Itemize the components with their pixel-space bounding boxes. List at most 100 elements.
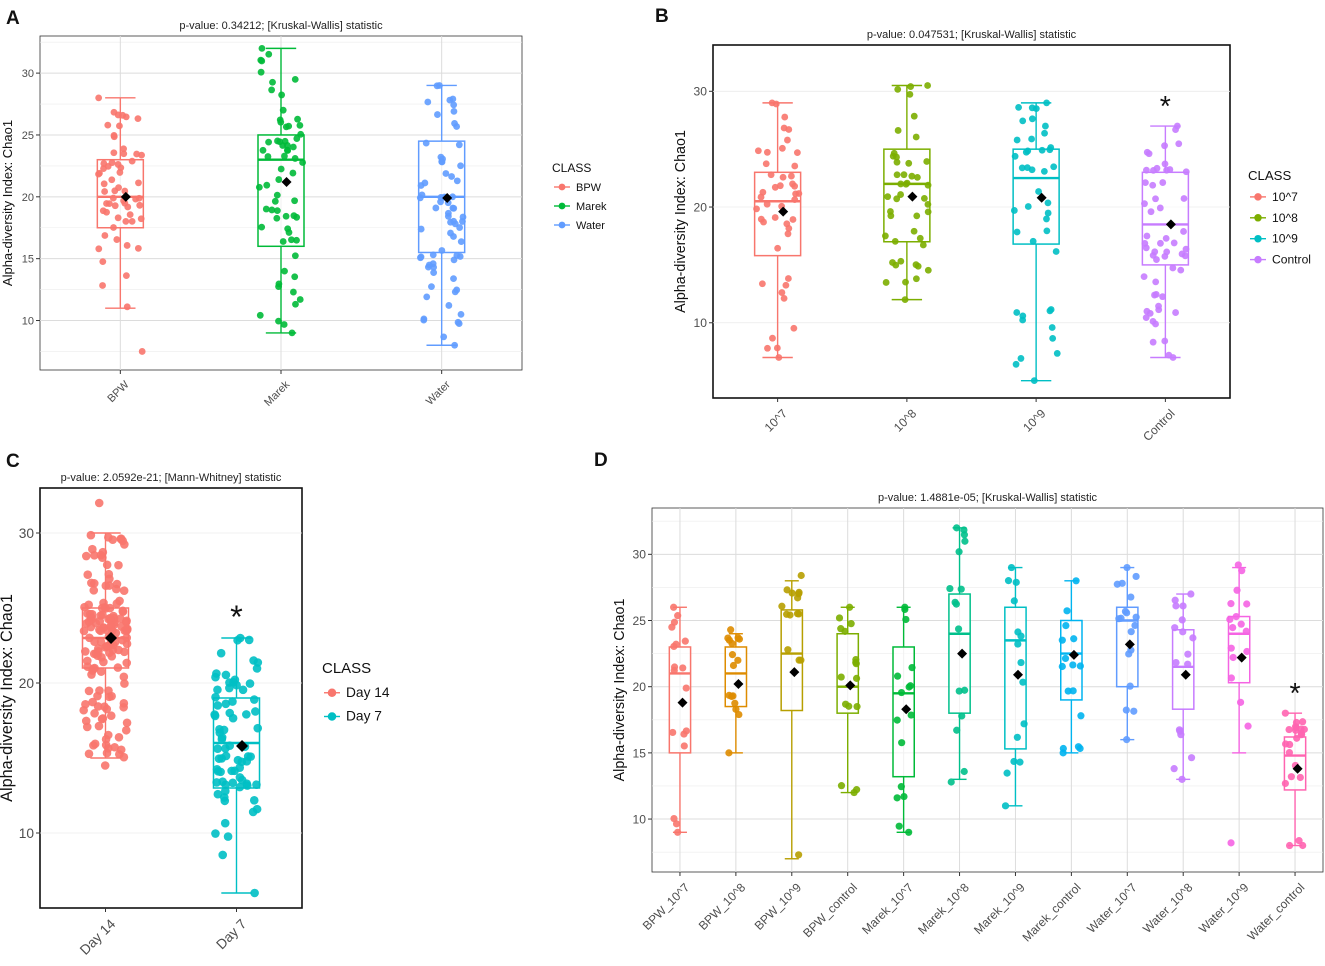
data-point [103,744,113,753]
data-point [837,625,845,633]
data-point [213,744,222,754]
box-group [881,82,932,304]
data-point [670,603,678,611]
data-point [1010,207,1018,214]
data-point [284,147,292,154]
data-point [1123,736,1131,744]
plot-area [39,487,303,909]
data-point [1172,309,1179,316]
data-point [96,626,105,636]
data-point [251,707,260,716]
data-point [1292,726,1300,734]
data-point [1012,360,1020,368]
data-point [1143,148,1151,156]
data-point [278,91,286,99]
data-point [960,526,968,534]
data-point [1184,660,1192,668]
data-point [118,606,128,616]
data-point [1048,324,1056,331]
data-point [115,184,122,192]
data-point [1172,602,1180,610]
data-point [853,786,861,794]
legend-entry: Day 7 [346,709,382,724]
mean-marker [281,176,292,187]
significance-asterisk: * [1289,678,1300,710]
mean-marker [105,632,118,644]
y-axis-label: Alpha-diversity Index: Chao1 [0,120,15,286]
data-point [1015,103,1022,111]
data-point [417,225,425,233]
data-point [103,208,110,216]
data-point [288,236,295,244]
data-point [219,793,229,802]
box-group [1113,563,1140,744]
data-point [105,200,113,208]
data-point [793,149,801,156]
data-point [1061,654,1070,663]
data-point [82,722,92,732]
data-point [256,311,264,319]
data-point [274,137,281,145]
mean-marker [907,191,918,202]
data-point [249,795,259,805]
data-point [273,214,281,222]
data-point [275,317,282,325]
data-point [88,697,97,707]
mean-marker [733,679,744,690]
data-point [897,688,906,697]
data-point [299,159,307,166]
data-point [265,138,272,146]
panel-label: B [655,6,669,27]
data-point [1229,623,1237,632]
data-point [1020,720,1028,728]
data-point [1044,199,1052,207]
data-point [791,182,799,190]
data-point [90,551,99,560]
legend-entry: BPW [576,182,602,194]
data-point [897,180,905,188]
data-point [216,767,225,777]
data-point [845,603,854,611]
data-point [440,333,448,341]
data-point [774,244,782,252]
data-point [114,214,122,222]
data-point [450,217,458,225]
data-point [924,266,932,274]
data-point [912,275,920,283]
data-point [788,589,796,597]
data-point [961,686,969,694]
data-point [775,354,783,361]
data-point [924,82,932,89]
data-point [235,763,245,772]
data-point [109,194,117,202]
mean-marker [1036,192,1047,203]
data-point [670,814,678,823]
data-point [1122,706,1130,714]
data-point [120,145,127,153]
data-point [451,288,459,296]
data-point [102,704,112,714]
data-point [946,584,954,593]
data-point [837,782,846,790]
data-point [112,584,121,594]
data-point [1296,773,1304,782]
data-point [294,115,301,123]
data-point [257,68,265,76]
data-point [947,778,955,786]
data-point [1243,647,1251,656]
box [1012,148,1060,245]
data-point [432,204,440,212]
data-point [1043,227,1051,235]
data-point [289,288,297,296]
data-point [450,204,458,212]
box-group [1281,709,1308,850]
data-point [122,616,131,626]
data-point [105,574,114,584]
data-point [889,152,897,160]
data-point [107,691,116,701]
data-point [213,685,222,695]
box-group [416,82,467,349]
data-point [275,280,283,288]
data-point [122,217,130,225]
